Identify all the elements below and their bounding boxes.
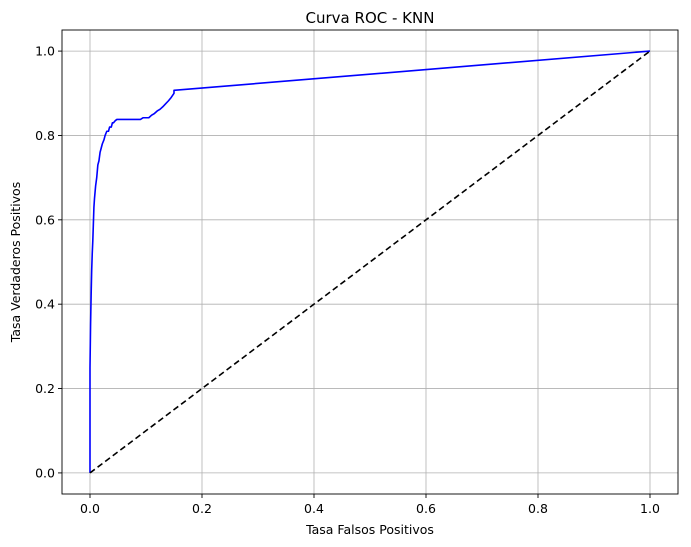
- chart-title: Curva ROC - KNN: [306, 9, 435, 27]
- y-tick-label: 0.6: [35, 212, 55, 227]
- x-tick-label: 0.8: [528, 501, 548, 516]
- x-tick-label: 1.0: [640, 501, 660, 516]
- grid-lines: [62, 30, 678, 494]
- roc-curve-line: [89, 50, 651, 473]
- x-tick-label: 0.6: [416, 501, 436, 516]
- x-tick-label: 0.2: [192, 501, 212, 516]
- plot-area-frame: [61, 29, 679, 495]
- y-tick-label: 1.0: [35, 44, 55, 59]
- x-axis-ticks: 0.0 0.2 0.4 0.6 0.8 1.0: [80, 494, 660, 516]
- y-axis-ticks: 0.0 0.2 0.4 0.6 0.8 1.0: [35, 44, 62, 480]
- y-tick-label: 0.0: [35, 465, 55, 480]
- x-tick-label: 0.4: [304, 501, 324, 516]
- x-tick-label: 0.0: [80, 501, 100, 516]
- diagonal-reference-line: [89, 50, 651, 474]
- y-axis-label: Tasa Verdaderos Positivos: [8, 182, 23, 343]
- y-tick-label: 0.4: [35, 297, 55, 312]
- series-group: [89, 50, 651, 474]
- x-axis-label: Tasa Falsos Positivos: [305, 522, 434, 537]
- y-tick-label: 0.2: [35, 381, 55, 396]
- y-tick-label: 0.8: [35, 128, 55, 143]
